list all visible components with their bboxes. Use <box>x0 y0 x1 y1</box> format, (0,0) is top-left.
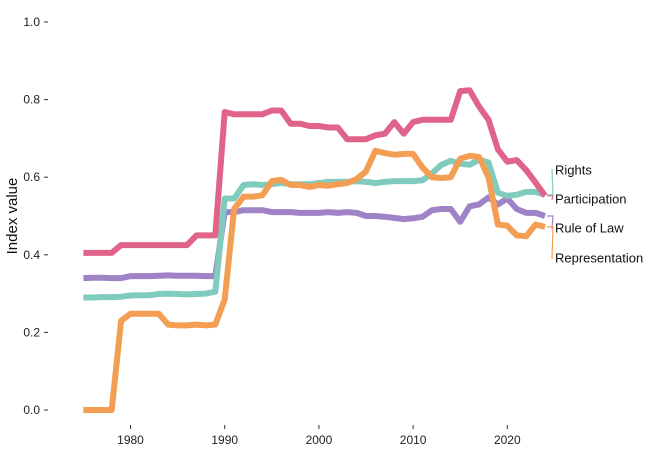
series-label-rights: Rights <box>555 163 592 178</box>
x-tick-label: 2020 <box>494 433 521 447</box>
y-tick-label: 0.0 <box>23 403 40 417</box>
series-label-rule-of-law: Rule of Law <box>555 221 624 236</box>
series-label-participation: Participation <box>555 192 627 207</box>
series-label-representation: Representation <box>555 251 643 266</box>
x-tick-label: 2010 <box>400 433 427 447</box>
y-tick-label: 0.8 <box>23 93 40 107</box>
x-tick-label: 1990 <box>211 433 238 447</box>
series-lines <box>83 87 548 413</box>
leader-line-rights <box>547 169 554 196</box>
leader-line-rule-of-law <box>547 215 554 229</box>
y-axis-title: Index value <box>4 178 21 255</box>
series-line-representation <box>83 147 546 413</box>
axes: 0.0 0.2 0.4 0.6 0.8 1.0 1980 1990 2000 2010 2020 <box>23 15 521 447</box>
y-tick-label: 0.2 <box>23 325 40 339</box>
y-tick-label: 0.6 <box>23 170 40 184</box>
series-labels: Participation Rights Rule of Law Representa… <box>547 163 643 266</box>
x-tick-label: 1980 <box>117 433 144 447</box>
leader-line-representation <box>547 226 554 259</box>
x-tick-label: 2000 <box>306 433 333 447</box>
y-tick-label: 1.0 <box>23 15 40 29</box>
series-line-rule-of-law <box>83 194 546 282</box>
y-tick-label: 0.4 <box>23 248 40 262</box>
leader-line-participation <box>547 195 554 200</box>
series-line-participation <box>83 87 548 256</box>
